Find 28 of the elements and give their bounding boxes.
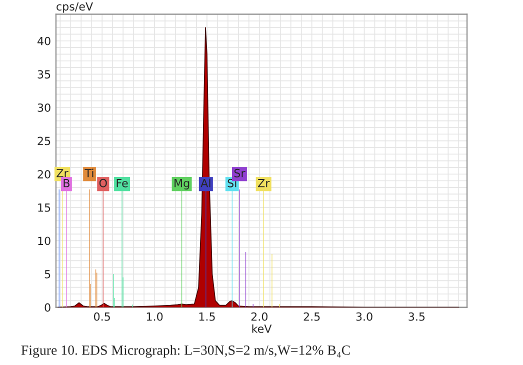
x-tick-label: 3.5 (408, 312, 425, 321)
y-tick-label: 10 (38, 236, 50, 246)
y-tick-label: 35 (38, 70, 50, 79)
annotation: B (64, 179, 70, 188)
x-tick-label: 3.0 (356, 312, 372, 321)
y-axis-title: cps/eV (56, 2, 93, 13)
y-tick-label: 30 (38, 103, 50, 112)
y-tick-label: 25 (38, 136, 50, 146)
annotation: Zr (56, 169, 68, 178)
x-tick-label: 1.0 (146, 312, 163, 321)
y-tick-label: 15 (38, 204, 50, 212)
x-axis-title: keV (252, 324, 272, 333)
annotation: Al (200, 178, 210, 188)
annotation: Mg (174, 179, 190, 190)
x-tick-label: 0.5 (94, 312, 110, 321)
y-tick-label: 20 (38, 170, 50, 178)
annotation: O (99, 178, 107, 188)
x-tick-label: 2.5 (304, 312, 320, 321)
annotation: Ti (84, 168, 94, 178)
y-tick-label: 5 (44, 270, 50, 278)
y-tick-label: 0 (44, 303, 50, 312)
x-tick-label: 1.5 (199, 312, 215, 321)
x-tick-label: 2.0 (251, 312, 268, 321)
annotation: Zr (258, 179, 270, 188)
annotation: Fe (116, 179, 128, 188)
caption: Figure 10. EDS Micrograph: L=30N,S=2 m/s,W=12% B₄C (21, 345, 350, 358)
y-tick-label: 40 (38, 36, 50, 46)
annotation: Sr (234, 168, 246, 178)
